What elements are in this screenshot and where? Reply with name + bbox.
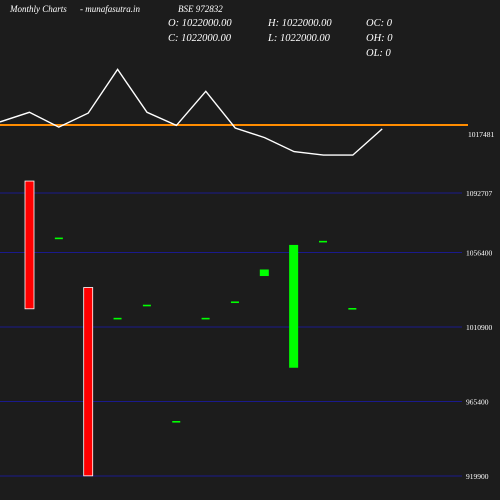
candle-flat [113, 317, 122, 320]
open-value: O: 1022000.00 [168, 18, 232, 29]
candle-flat [319, 240, 327, 243]
y-axis-ticks: 1092707 1056400 1010900 965400 919900 [466, 189, 493, 481]
low-value: L: 1022000.00 [268, 33, 330, 44]
indicator-line [0, 68, 383, 156]
candle-down [24, 180, 35, 310]
close-value: C: 1022000.00 [168, 33, 231, 44]
oc-value: OC: 0 [366, 18, 392, 29]
y-tick-label: 1010900 [466, 323, 493, 332]
candle-flat [201, 317, 210, 320]
site-label: - munafasutra.in [80, 4, 141, 14]
candle-flat [172, 420, 181, 423]
y-tick-label: 1056400 [466, 248, 493, 257]
brand-label: Monthly Charts [10, 4, 67, 14]
candle-flat [142, 304, 151, 307]
candle-flat [230, 301, 239, 304]
indicator-panel: 1017481 [0, 68, 495, 156]
candle-flat [54, 237, 63, 240]
oh-value: OH: 0 [366, 33, 393, 44]
y-tick-label: 965400 [466, 397, 489, 406]
y-tick-label: 919900 [466, 472, 489, 481]
candle-down [83, 287, 94, 477]
y-tick-label: 1092707 [466, 189, 493, 198]
high-value: H: 1022000.00 [268, 18, 332, 29]
candle-up [289, 244, 299, 368]
candlestick-panel [24, 180, 357, 477]
candle-flat [348, 307, 357, 310]
candle-up [259, 269, 269, 277]
ol-value: OL: 0 [366, 48, 391, 59]
reference-label: 1017481 [468, 130, 495, 139]
grid-lines [0, 192, 462, 477]
symbol-label: BSE 972832 [178, 4, 223, 14]
